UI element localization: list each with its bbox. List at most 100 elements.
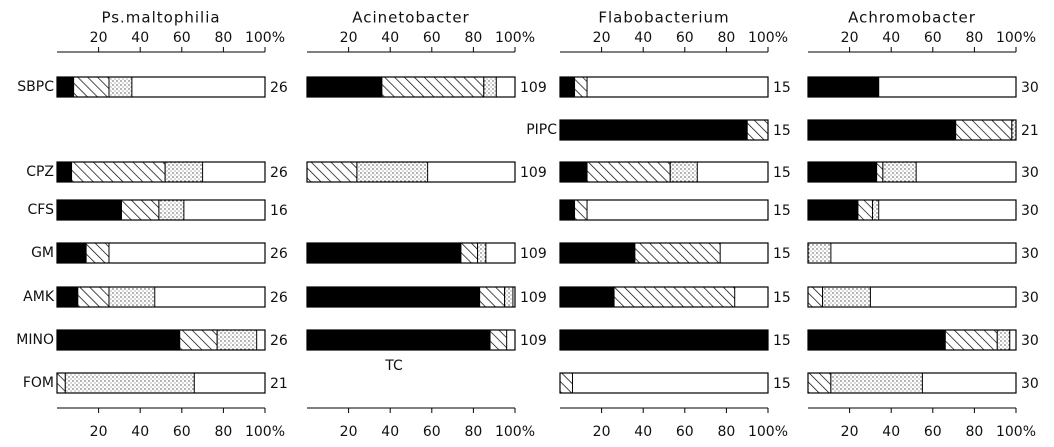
tick-label: 100% <box>996 30 1036 46</box>
bar-outline <box>807 286 1017 308</box>
bar-outline <box>56 161 266 183</box>
bar-segment <box>306 286 481 308</box>
bar-segment <box>158 199 185 221</box>
bar-segment <box>306 76 383 98</box>
bar-segment <box>56 76 75 98</box>
count-label: 15 <box>773 80 791 96</box>
panel-title: Ps.maltophilia <box>101 9 220 27</box>
tick-label: 20 <box>340 30 358 46</box>
bar-segment <box>460 242 479 264</box>
tick-label: 100% <box>495 424 535 440</box>
bar-outline <box>559 372 769 394</box>
bar-segment <box>56 161 73 183</box>
tick-label: 20 <box>90 30 108 46</box>
tick-label: 80 <box>717 424 735 440</box>
count-label: 30 <box>1021 333 1039 349</box>
bar-segment <box>559 242 636 264</box>
tick-label: 60 <box>924 30 942 46</box>
bar-segment <box>489 329 508 351</box>
bar-segment <box>64 372 195 394</box>
bar-segment <box>85 242 110 264</box>
count-label: 109 <box>520 165 547 181</box>
bar-outline <box>56 372 266 394</box>
bar-segment <box>634 242 721 264</box>
count-label: 30 <box>1021 290 1039 306</box>
bar-segment <box>955 119 1013 141</box>
tick-label: 80 <box>464 30 482 46</box>
bar-outline <box>306 286 516 308</box>
row-label: CPZ <box>26 164 54 180</box>
tick-label: 80 <box>965 424 983 440</box>
tick-label: 100% <box>245 30 285 46</box>
bar-segment <box>306 161 358 183</box>
bar-segment <box>108 76 133 98</box>
row-label: GM <box>31 245 54 261</box>
count-label: 15 <box>773 376 791 392</box>
tick-label: 60 <box>423 424 441 440</box>
count-label: 30 <box>1021 80 1039 96</box>
bar-segment <box>77 286 110 308</box>
count-label: 26 <box>270 246 288 262</box>
bar-segment <box>876 161 884 183</box>
bar-segment <box>179 329 218 351</box>
bar-outline <box>559 286 769 308</box>
count-label: 15 <box>773 333 791 349</box>
bar-segment <box>1011 119 1017 141</box>
panel-title: Flabobacterium <box>598 9 729 27</box>
count-label: 26 <box>270 165 288 181</box>
bar-segment <box>477 242 487 264</box>
bar-segment <box>882 161 917 183</box>
tick-label: 80 <box>214 424 232 440</box>
bar-segment <box>559 119 748 141</box>
count-label: 21 <box>270 376 288 392</box>
bar-outline <box>807 242 1017 264</box>
count-label: 15 <box>773 165 791 181</box>
count-label: 30 <box>1021 376 1039 392</box>
bar-outline <box>559 119 769 141</box>
bar-segment <box>73 76 110 98</box>
bar-segment <box>807 329 946 351</box>
count-label: 15 <box>773 246 791 262</box>
bar-outline <box>306 329 516 351</box>
row-label: MINO <box>16 332 54 348</box>
bar-outline <box>559 242 769 264</box>
count-label: 15 <box>773 203 791 219</box>
bar-segment <box>306 329 491 351</box>
count-label: 30 <box>1021 165 1039 181</box>
tick-label: 20 <box>841 30 859 46</box>
bar-segment <box>669 161 698 183</box>
count-label: 15 <box>773 290 791 306</box>
row-label: TC <box>384 358 403 374</box>
tick-label: 60 <box>676 30 694 46</box>
bar-segment <box>613 286 736 308</box>
bar-segment <box>483 76 497 98</box>
bar-outline <box>56 329 266 351</box>
tick-label: 80 <box>464 424 482 440</box>
count-label: 26 <box>270 333 288 349</box>
tick-label: 40 <box>882 30 900 46</box>
bar-segment <box>306 242 462 264</box>
bar-segment <box>108 286 156 308</box>
bar-segment <box>559 286 615 308</box>
bar-segment <box>996 329 1011 351</box>
bar-segment <box>381 76 485 98</box>
tick-label: 80 <box>214 30 232 46</box>
tick-label: 60 <box>924 424 942 440</box>
bar-outline <box>807 372 1017 394</box>
bar-outline <box>807 119 1017 141</box>
tick-label: 40 <box>381 30 399 46</box>
count-label: 15 <box>773 123 791 139</box>
bar-outline <box>807 199 1017 221</box>
bar-segment <box>807 286 824 308</box>
bar-segment <box>559 372 573 394</box>
row-label: SBPC <box>17 79 54 95</box>
tick-label: 20 <box>90 424 108 440</box>
count-label: 30 <box>1021 203 1039 219</box>
bar-segment <box>479 286 506 308</box>
bar-segment <box>746 119 769 141</box>
bar-outline <box>56 286 266 308</box>
tick-label: 80 <box>965 30 983 46</box>
count-label: 109 <box>520 80 547 96</box>
bar-outline <box>559 161 769 183</box>
bar-outline <box>56 76 266 98</box>
